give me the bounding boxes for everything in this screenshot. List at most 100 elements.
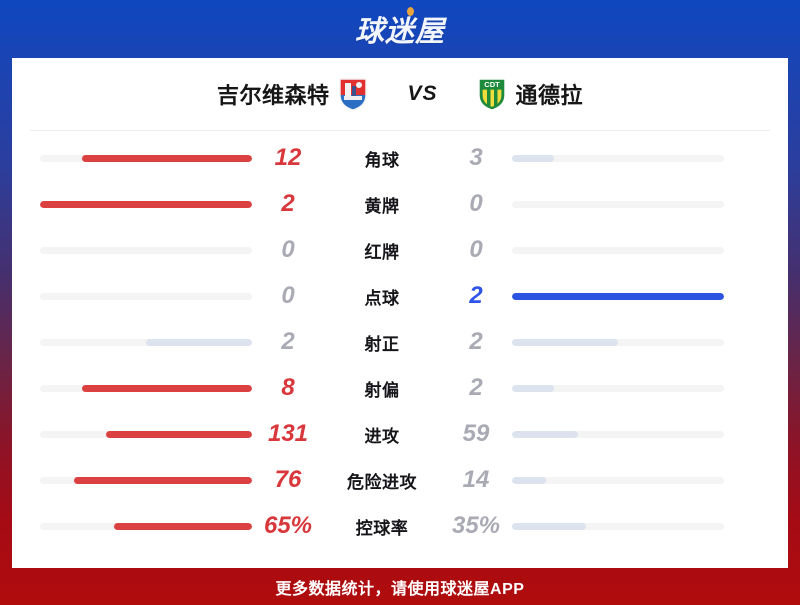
home-bar-fill xyxy=(146,338,252,346)
home-bar-track xyxy=(40,200,252,208)
home-stat-value: 76 xyxy=(274,466,302,493)
brand-logo: 球迷屋 xyxy=(354,7,445,50)
away-team-name: 通德拉 xyxy=(515,83,584,108)
away-stat-value: 14 xyxy=(462,466,490,493)
home-bar-wrap xyxy=(12,430,252,438)
home-bar-wrap xyxy=(12,246,252,254)
home-stat-value: 12 xyxy=(274,144,302,171)
home-bar-track xyxy=(40,292,252,300)
stat-row: 65% 控球率 35% xyxy=(12,503,788,549)
stat-row: 2 射正 2 xyxy=(12,319,788,365)
home-bar-track xyxy=(40,154,252,162)
stat-label: 黄牌 xyxy=(364,196,400,216)
home-bar-wrap xyxy=(12,292,252,300)
stat-label: 射偏 xyxy=(364,380,400,400)
away-bar-track xyxy=(512,200,724,208)
away-bar-track xyxy=(512,522,724,530)
home-bar-track xyxy=(40,384,252,392)
home-bar-track xyxy=(40,522,252,530)
home-bar-track xyxy=(40,246,252,254)
match-header: 吉尔维森特 VS CDT 通德拉 xyxy=(12,58,788,130)
away-bar-fill xyxy=(512,476,546,484)
away-bar-wrap xyxy=(512,522,752,530)
home-bar-fill xyxy=(82,384,252,392)
away-bar-wrap xyxy=(512,430,752,438)
away-stat-value: 59 xyxy=(462,420,490,447)
away-bar-fill xyxy=(512,338,618,346)
stat-label: 点球 xyxy=(364,288,400,308)
stat-label: 射正 xyxy=(364,334,400,354)
away-bar-fill xyxy=(512,154,555,162)
away-stat-value: 3 xyxy=(469,144,483,171)
home-bar-fill xyxy=(73,476,252,484)
away-bar-fill xyxy=(512,384,555,392)
stat-row: 131 进攻 59 xyxy=(12,411,788,457)
header-divider xyxy=(30,130,770,131)
home-bar-track xyxy=(40,476,252,484)
away-bar-fill xyxy=(512,292,724,300)
away-bar-wrap xyxy=(512,338,752,346)
away-stat-value: 35% xyxy=(451,512,501,539)
away-stat-value: 2 xyxy=(469,374,483,401)
home-bar-wrap xyxy=(12,476,252,484)
app-footer: 更多数据统计，请使用球迷屋APP xyxy=(0,568,800,605)
stat-label: 进攻 xyxy=(364,426,400,446)
brand-logo-text: 球迷屋 xyxy=(354,16,445,48)
home-bar-fill xyxy=(105,430,252,438)
home-bar-fill xyxy=(82,154,252,162)
footer-promo-text: 更多数据统计，请使用球迷屋APP xyxy=(275,580,525,598)
away-bar-track xyxy=(512,476,724,484)
home-team-name: 吉尔维森特 xyxy=(216,83,330,108)
stat-label: 控球率 xyxy=(355,518,409,538)
away-stat-value: 0 xyxy=(469,190,483,217)
away-bar-fill xyxy=(512,430,578,438)
away-bar-wrap xyxy=(512,292,752,300)
stat-row: 0 红牌 0 xyxy=(12,227,788,273)
stats-list: 12 角球 3 2 黄牌 0 0 红牌 0 0 点球 2 2 射正 2 8 射偏 2 131 进攻 59 76 危险进攻 14… xyxy=(12,131,788,549)
home-stat-value: 2 xyxy=(281,190,295,217)
home-bar-track xyxy=(40,430,252,438)
away-bar-wrap xyxy=(512,384,752,392)
logo-accent-dot xyxy=(406,7,414,16)
stat-row: 2 黄牌 0 xyxy=(12,181,788,227)
away-bar-wrap xyxy=(512,246,752,254)
away-stat-value: 2 xyxy=(469,328,483,355)
home-bar-wrap xyxy=(12,522,252,530)
home-stat-value: 2 xyxy=(281,328,295,355)
gil-vicente-crest-icon xyxy=(339,78,368,111)
home-stat-value: 65% xyxy=(263,512,313,539)
stat-label: 红牌 xyxy=(364,242,400,262)
tondela-crest-icon: CDT xyxy=(477,78,506,111)
away-stat-value: 2 xyxy=(469,282,483,309)
home-stat-value: 0 xyxy=(281,282,295,309)
away-bar-track xyxy=(512,338,724,346)
home-stat-value: 8 xyxy=(281,374,295,401)
home-stat-value: 131 xyxy=(267,420,309,447)
away-bar-track xyxy=(512,154,724,162)
away-bar-fill xyxy=(512,522,587,530)
away-stat-value: 0 xyxy=(469,236,483,263)
away-bar-wrap xyxy=(512,200,752,208)
home-stat-value: 0 xyxy=(281,236,295,263)
home-bar-wrap xyxy=(12,384,252,392)
stat-label: 角球 xyxy=(364,150,400,170)
away-bar-track xyxy=(512,384,724,392)
away-bar-track xyxy=(512,292,724,300)
stat-row: 0 点球 2 xyxy=(12,273,788,319)
stats-card: 吉尔维森特 VS CDT 通德拉 12 角球 3 2 黄牌 0 0 红牌 0 0 点球 2 2 射正 2 8 射… xyxy=(12,58,788,568)
vs-label: VS xyxy=(407,82,438,105)
stat-row: 76 危险进攻 14 xyxy=(12,457,788,503)
away-bar-wrap xyxy=(512,154,752,162)
stat-label: 危险进攻 xyxy=(347,472,417,492)
away-bar-track xyxy=(512,246,724,254)
home-bar-wrap xyxy=(12,338,252,346)
home-bar-wrap xyxy=(12,200,252,208)
home-bar-fill xyxy=(114,522,252,530)
home-bar-wrap xyxy=(12,154,252,162)
home-bar-track xyxy=(40,338,252,346)
app-header: 球迷屋 xyxy=(0,0,800,58)
away-bar-track xyxy=(512,430,724,438)
stat-row: 8 射偏 2 xyxy=(12,365,788,411)
svg-text:CDT: CDT xyxy=(484,80,500,89)
stat-row: 12 角球 3 xyxy=(12,135,788,181)
